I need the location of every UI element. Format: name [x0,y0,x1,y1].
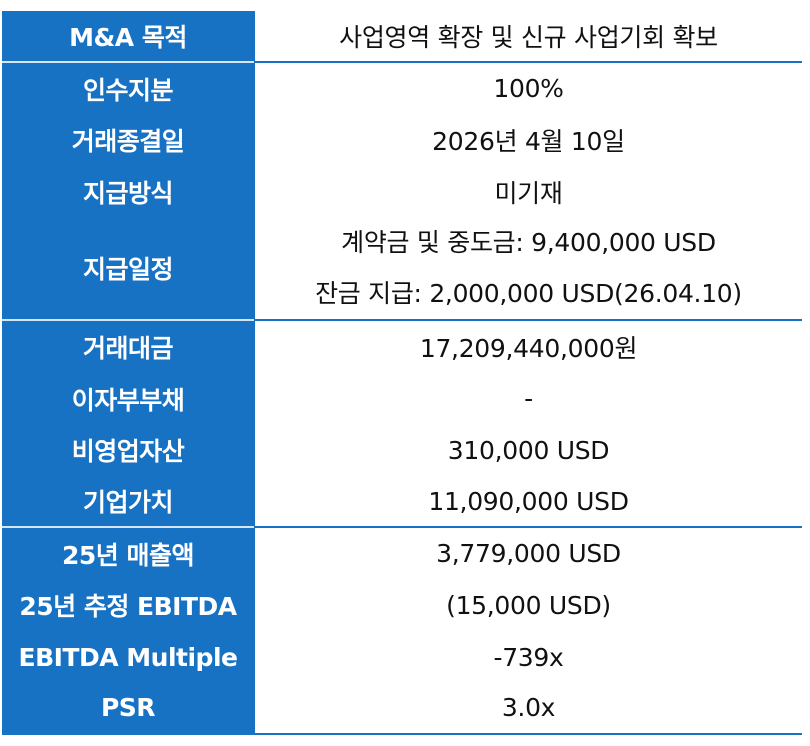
row-value: 100% [254,62,802,115]
table-row-interest-debt: 이자부부채 - [2,372,802,425]
schedule-line-2: 잔금 지급: 2,000,000 USD(26.04.10) [315,279,742,309]
row-label: 이자부부채 [2,372,254,425]
row-label: 거래종결일 [2,114,254,167]
row-value: - [254,372,802,425]
row-value: 미기재 [254,166,802,218]
row-label: EBITDA Multiple [2,631,254,683]
table-row-payment-schedule: 지급일정 계약금 및 중도금: 9,400,000 USD 잔금 지급: 2,0… [2,217,802,322]
row-label: 기업가치 [2,476,254,528]
row-label: 25년 추정 EBITDA [2,579,254,632]
row-value: 310,000 USD [254,424,802,477]
table-row-psr: PSR 3.0x [2,682,802,735]
table-row-stake: 인수지분 100% [2,62,802,115]
table-row-purpose: M&A 목적 사업영역 확장 및 신규 사업기회 확보 [2,11,802,63]
table-row-enterprise-value: 기업가치 11,090,000 USD [2,476,802,528]
table-row-non-operating-assets: 비영업자산 310,000 USD [2,424,802,477]
row-label: PSR [2,682,254,735]
row-label: 비영업자산 [2,424,254,477]
schedule-line-1: 계약금 및 중도금: 9,400,000 USD [341,227,716,257]
table-row-closing-date: 거래종결일 2026년 4월 10일 [2,114,802,167]
row-label: 인수지분 [2,62,254,115]
row-label: 지급방식 [2,166,254,218]
row-value: 11,090,000 USD [254,476,802,528]
table-row-payment-method: 지급방식 미기재 [2,166,802,218]
row-value: -739x [254,631,802,683]
row-label: 지급일정 [2,217,254,322]
row-label: M&A 목적 [2,11,254,63]
row-value: 3.0x [254,682,802,735]
row-value: 2026년 4월 10일 [254,114,802,167]
row-label: 25년 매출액 [2,527,254,580]
row-value: 계약금 및 중도금: 9,400,000 USD 잔금 지급: 2,000,00… [254,217,802,322]
ma-summary-table: M&A 목적 사업영역 확장 및 신규 사업기회 확보 인수지분 100% 거래… [2,11,802,735]
row-label: 거래대금 [2,321,254,373]
row-value: 사업영역 확장 및 신규 사업기회 확보 [254,11,802,63]
row-value: (15,000 USD) [254,579,802,632]
table-row-ebitda: 25년 추정 EBITDA (15,000 USD) [2,579,802,632]
table-row-deal-amount: 거래대금 17,209,440,000원 [2,321,802,373]
table-row-ebitda-multiple: EBITDA Multiple -739x [2,631,802,683]
row-value: 17,209,440,000원 [254,321,802,373]
table-row-revenue: 25년 매출액 3,779,000 USD [2,527,802,580]
row-value: 3,779,000 USD [254,527,802,580]
